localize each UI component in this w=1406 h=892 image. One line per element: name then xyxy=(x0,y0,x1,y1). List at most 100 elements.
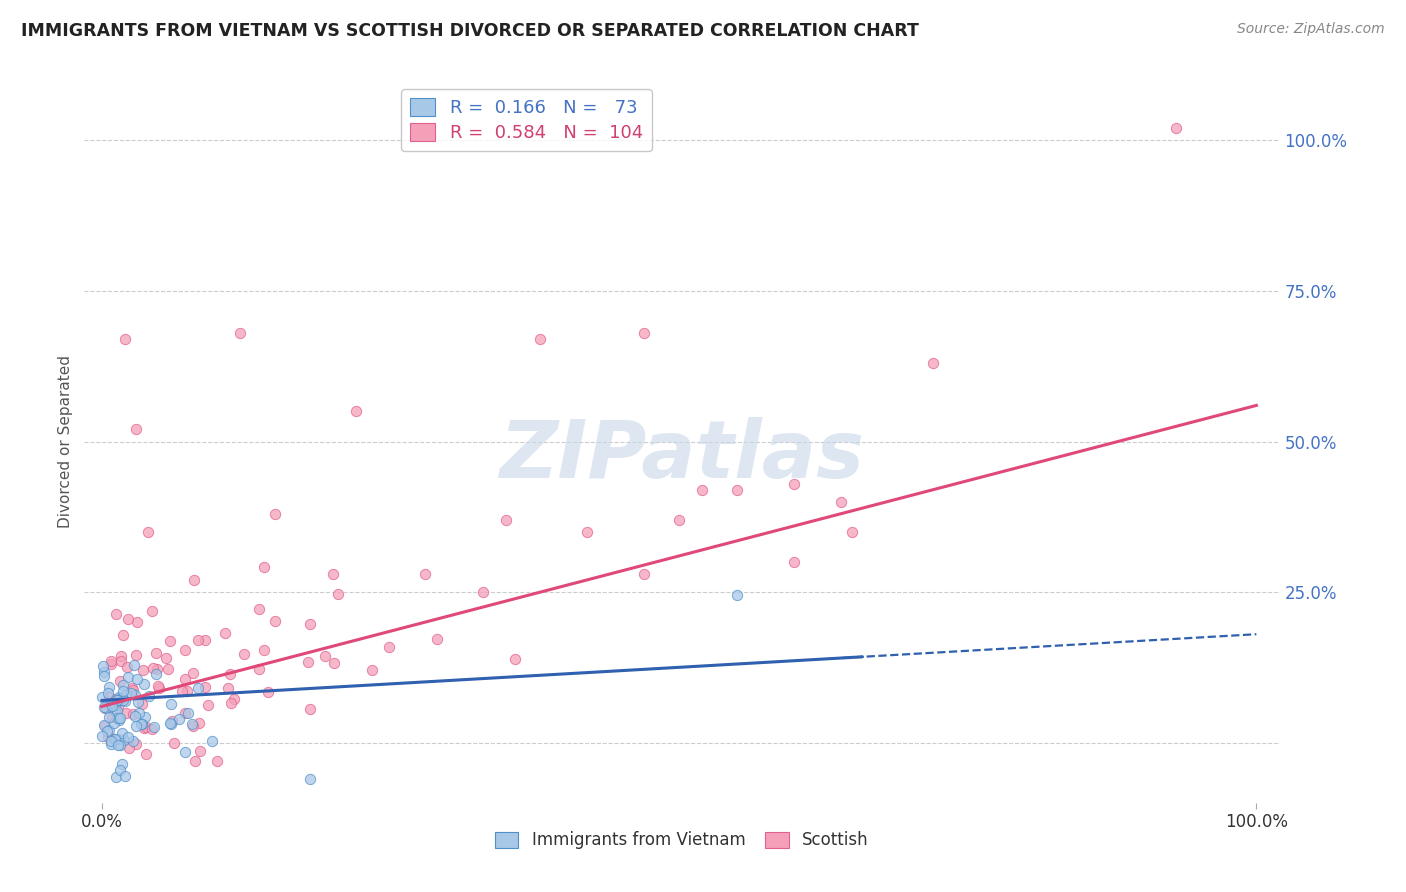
Point xyxy=(253,559,276,574)
Point xyxy=(104,704,127,718)
Point xyxy=(378,640,401,654)
Point xyxy=(93,719,115,733)
Point xyxy=(725,483,748,497)
Point xyxy=(830,494,852,508)
Point xyxy=(141,604,163,618)
Point xyxy=(217,681,239,695)
Point xyxy=(112,684,135,698)
Point xyxy=(190,744,212,758)
Point xyxy=(633,567,655,582)
Point xyxy=(121,681,143,695)
Point xyxy=(841,524,863,539)
Point xyxy=(131,697,153,711)
Point xyxy=(128,706,150,720)
Point xyxy=(90,729,112,743)
Point xyxy=(922,356,945,370)
Point xyxy=(229,326,252,341)
Point xyxy=(134,710,156,724)
Point xyxy=(177,706,200,720)
Point xyxy=(115,706,138,721)
Point xyxy=(94,700,117,714)
Point xyxy=(725,588,748,602)
Point xyxy=(110,691,132,706)
Point xyxy=(138,689,160,703)
Point xyxy=(100,697,122,711)
Point xyxy=(112,678,135,692)
Point xyxy=(107,711,129,725)
Point xyxy=(503,652,526,666)
Point xyxy=(91,659,114,673)
Point xyxy=(529,332,551,346)
Point xyxy=(118,740,141,755)
Point xyxy=(125,719,148,733)
Point xyxy=(111,757,134,772)
Point xyxy=(201,733,224,747)
Point xyxy=(110,763,132,777)
Point xyxy=(194,633,217,648)
Point xyxy=(98,723,121,737)
Point xyxy=(97,686,120,700)
Point xyxy=(170,684,193,698)
Point xyxy=(117,670,139,684)
Point xyxy=(174,745,197,759)
Point xyxy=(114,694,136,708)
Point xyxy=(160,716,183,731)
Point xyxy=(124,737,146,751)
Point xyxy=(157,662,180,676)
Point xyxy=(134,721,156,735)
Point xyxy=(103,731,125,746)
Point xyxy=(107,700,129,714)
Point xyxy=(174,672,197,686)
Point xyxy=(253,642,276,657)
Point xyxy=(101,709,124,723)
Point xyxy=(135,720,157,734)
Point xyxy=(105,704,128,718)
Point xyxy=(117,660,139,674)
Point xyxy=(117,731,139,745)
Point xyxy=(97,730,120,744)
Point xyxy=(633,326,655,341)
Point xyxy=(299,702,322,716)
Point xyxy=(159,634,181,648)
Point xyxy=(783,555,806,569)
Point xyxy=(107,738,129,752)
Point xyxy=(173,642,195,657)
Point xyxy=(104,770,127,784)
Point xyxy=(143,720,166,734)
Point xyxy=(110,654,132,668)
Point xyxy=(1164,121,1187,136)
Point xyxy=(91,690,114,705)
Point xyxy=(159,716,181,731)
Point xyxy=(96,724,118,739)
Point xyxy=(413,567,436,582)
Point xyxy=(214,626,236,640)
Point xyxy=(108,690,131,705)
Point xyxy=(205,754,228,768)
Point xyxy=(298,772,321,786)
Point xyxy=(114,332,136,346)
Point xyxy=(219,697,242,711)
Point xyxy=(122,683,145,698)
Point xyxy=(183,719,205,733)
Point xyxy=(124,688,146,702)
Point xyxy=(125,648,148,663)
Point xyxy=(127,672,149,686)
Point xyxy=(105,691,128,706)
Point xyxy=(264,507,287,521)
Point xyxy=(668,513,690,527)
Point xyxy=(471,585,494,599)
Point xyxy=(107,732,129,747)
Point xyxy=(322,656,344,670)
Point xyxy=(247,662,270,676)
Point xyxy=(127,695,149,709)
Point xyxy=(136,524,159,539)
Point xyxy=(105,693,128,707)
Point xyxy=(183,573,205,587)
Point xyxy=(98,710,121,724)
Point xyxy=(180,716,202,731)
Point xyxy=(145,646,167,660)
Point xyxy=(187,681,209,695)
Point xyxy=(783,476,806,491)
Point xyxy=(575,524,598,539)
Point xyxy=(93,700,115,714)
